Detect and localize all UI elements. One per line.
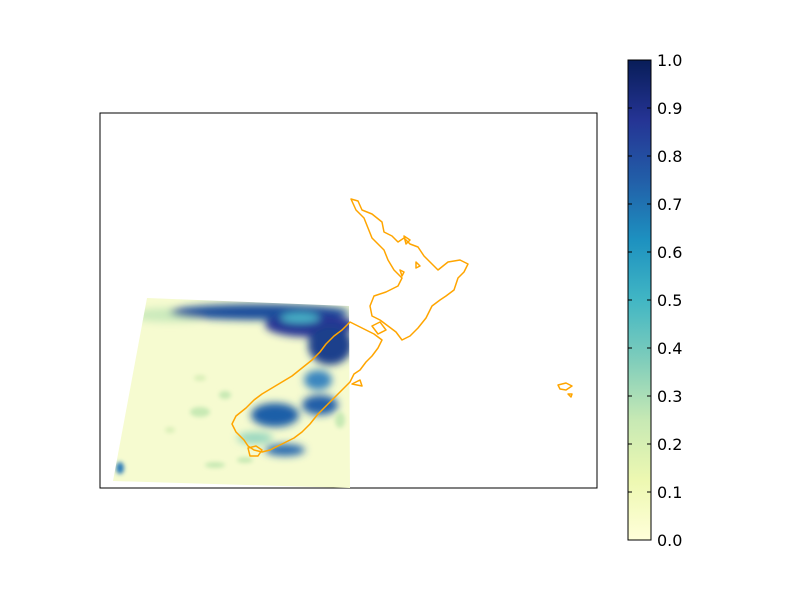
colorbar: 0.0 0.1 0.2 0.3 0.4 0.5 0.6 0.7 0.8 0.9 1.0	[627, 51, 682, 550]
colorbar-tick-label: 1.0	[657, 51, 682, 70]
colorbar-tick-label: 0.2	[657, 435, 682, 454]
north-island-outline	[350, 198, 469, 341]
colorbar-tick-label: 0.5	[657, 291, 682, 310]
data-swath	[113, 298, 350, 488]
colorbar-tick-label: 0.8	[657, 147, 682, 166]
stewart-island-outline	[247, 445, 263, 457]
colorbar-tick-label: 0.6	[657, 243, 682, 262]
colorbar-ticks: 0.0 0.1 0.2 0.3 0.4 0.5 0.6 0.7 0.8 0.9 1.0	[628, 51, 682, 550]
south-island-outline	[231, 321, 383, 453]
map-panel	[99, 112, 598, 489]
colorbar-tick-label: 0.1	[657, 483, 682, 502]
colorbar-tick-label: 0.4	[657, 339, 682, 358]
chatham-islands-outline	[557, 382, 573, 398]
colorbar-tick-label: 0.7	[657, 195, 682, 214]
colorbar-tick-label: 0.3	[657, 387, 682, 406]
colorbar-tick-label: 0.0	[657, 531, 682, 550]
colorbar-tick-label: 0.9	[657, 99, 682, 118]
coastline	[231, 198, 573, 457]
